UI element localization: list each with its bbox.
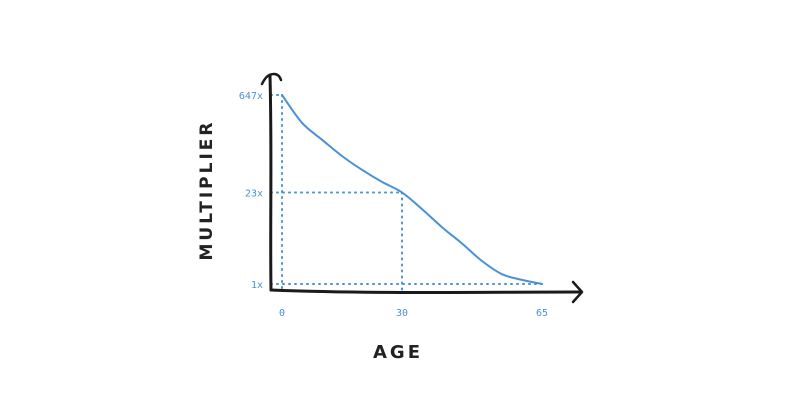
y-axis-line [268, 74, 273, 292]
y-tick-label: 647x [239, 91, 263, 102]
multiplier-curve [281, 94, 543, 285]
x-axis-arrow [571, 280, 584, 304]
x-tick-label: 30 [396, 308, 408, 319]
axes [260, 72, 584, 304]
x-axis-title: AGE [373, 342, 423, 363]
guide-lines [270, 94, 543, 291]
y-tick-label: 23x [245, 188, 263, 199]
y-axis-arrow [260, 72, 283, 86]
y-tick-label: 1x [251, 280, 263, 291]
y-axis-title: MULTIPLIER [197, 120, 217, 261]
tick-labels: 1x 23x 647x 0 30 65 [239, 91, 548, 319]
x-axis-line [269, 288, 582, 294]
x-tick-label: 0 [279, 308, 285, 319]
x-tick-label: 65 [536, 308, 548, 319]
